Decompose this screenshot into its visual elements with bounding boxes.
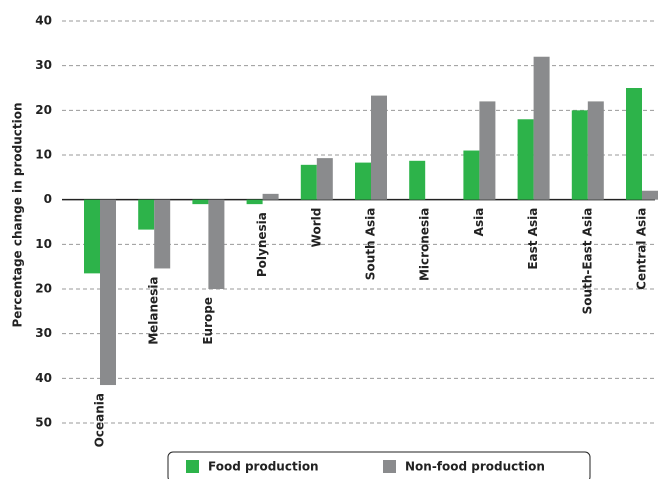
legend-swatch <box>186 460 199 473</box>
bar <box>533 56 550 200</box>
legend-label: Non-food production <box>405 460 545 474</box>
x-tick-label: South Asia <box>364 208 378 281</box>
legend-label: Food production <box>208 460 319 474</box>
x-tick-label: Melanesia <box>147 276 161 344</box>
bar <box>100 199 116 386</box>
y-tick-label: 50 <box>35 416 52 430</box>
bar <box>300 164 317 200</box>
x-tick-label: World <box>309 208 323 248</box>
bar <box>409 160 426 200</box>
bar <box>571 110 588 200</box>
bar <box>479 101 496 200</box>
y-tick-label: 30 <box>35 58 52 72</box>
bar <box>587 101 604 200</box>
y-tick-label: 10 <box>35 237 52 251</box>
bar <box>192 199 209 205</box>
bar <box>138 199 155 230</box>
bar <box>642 190 658 200</box>
y-tick-label: 0 <box>44 192 52 206</box>
x-tick-label: East Asia <box>526 208 540 270</box>
y-tick-label: 40 <box>35 14 52 28</box>
x-tick-label: South-East Asia <box>580 208 594 315</box>
legend-swatch <box>383 460 396 473</box>
bar <box>208 199 225 289</box>
bar <box>517 119 534 200</box>
y-tick-label: 20 <box>35 282 52 296</box>
bar <box>355 162 371 200</box>
bar <box>84 199 100 274</box>
bar <box>246 199 263 205</box>
x-tick-label: Europe <box>201 297 215 345</box>
y-tick-label: 40 <box>35 371 52 385</box>
y-tick-label: 30 <box>35 326 52 340</box>
bar <box>371 95 387 200</box>
legend-box <box>167 451 591 479</box>
bar <box>316 158 333 200</box>
bar <box>626 88 642 200</box>
x-tick-label: Oceania <box>93 393 107 447</box>
y-tick-label: 20 <box>35 103 52 117</box>
bar <box>463 150 480 200</box>
y-axis-title: Percentage change in production <box>11 102 25 327</box>
bar <box>154 199 171 269</box>
x-tick-label: Micronesia <box>418 208 432 281</box>
x-tick-label: Central Asia <box>635 208 649 290</box>
x-tick-label: Polynesia <box>255 212 269 277</box>
y-tick-label: 10 <box>35 148 52 162</box>
bar <box>262 193 279 200</box>
x-tick-label: Asia <box>472 208 486 237</box>
